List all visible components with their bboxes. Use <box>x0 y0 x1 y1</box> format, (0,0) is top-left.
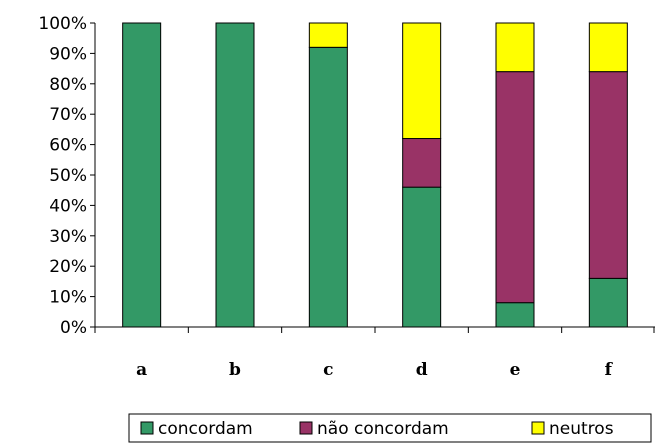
x-category-label: b <box>229 360 241 380</box>
x-category-label: e <box>510 360 521 380</box>
legend-label-2: neutros <box>549 419 614 439</box>
x-category-label: a <box>136 360 147 380</box>
bar-c-series-2 <box>308 22 348 48</box>
x-category-label: f <box>605 360 614 380</box>
bar-f-series-0 <box>588 277 628 328</box>
legend-label-1: não concordam <box>317 419 449 439</box>
y-axis: 0% 10% 20% 30% 40% 50% 60% 70% 80% 90% 100% <box>38 14 96 338</box>
bar-f-series-1 <box>588 71 628 279</box>
bar-e-series-2 <box>495 22 535 73</box>
bar-d-series-0 <box>402 186 442 328</box>
y-tick-label: 80% <box>49 75 87 95</box>
bar-b-series-0 <box>215 22 255 328</box>
legend-swatch-2 <box>531 421 545 435</box>
plot-area <box>122 22 628 328</box>
y-tick-label: 60% <box>49 136 87 156</box>
bar-e-series-0 <box>495 302 535 328</box>
y-tick-label: 50% <box>49 166 87 186</box>
legend: concordam não concordam neutros <box>128 413 652 443</box>
y-tick-label: 70% <box>49 105 87 125</box>
y-tick-label: 20% <box>49 257 87 277</box>
y-tick-label: 90% <box>49 44 87 64</box>
legend-box <box>128 413 652 443</box>
y-tick-label: 100% <box>38 14 87 34</box>
x-category-label: d <box>416 360 428 380</box>
y-tick-label: 10% <box>49 288 87 308</box>
legend-swatch-1 <box>299 421 313 435</box>
x-category-label: c <box>323 360 333 380</box>
bar-d-series-2 <box>402 22 442 140</box>
legend-swatch-0 <box>140 421 154 435</box>
y-tick-label: 30% <box>49 227 87 247</box>
y-tick-label: 40% <box>49 196 87 216</box>
bar-f-series-2 <box>588 22 628 73</box>
bar-e-series-1 <box>495 71 535 304</box>
y-tick-label: 0% <box>60 318 87 338</box>
legend-label-0: concordam <box>158 419 253 439</box>
bar-c-series-0 <box>308 46 348 328</box>
bar-d-series-1 <box>402 138 442 188</box>
bar-a-series-0 <box>122 22 162 328</box>
x-axis: a b c d e f <box>94 326 655 380</box>
